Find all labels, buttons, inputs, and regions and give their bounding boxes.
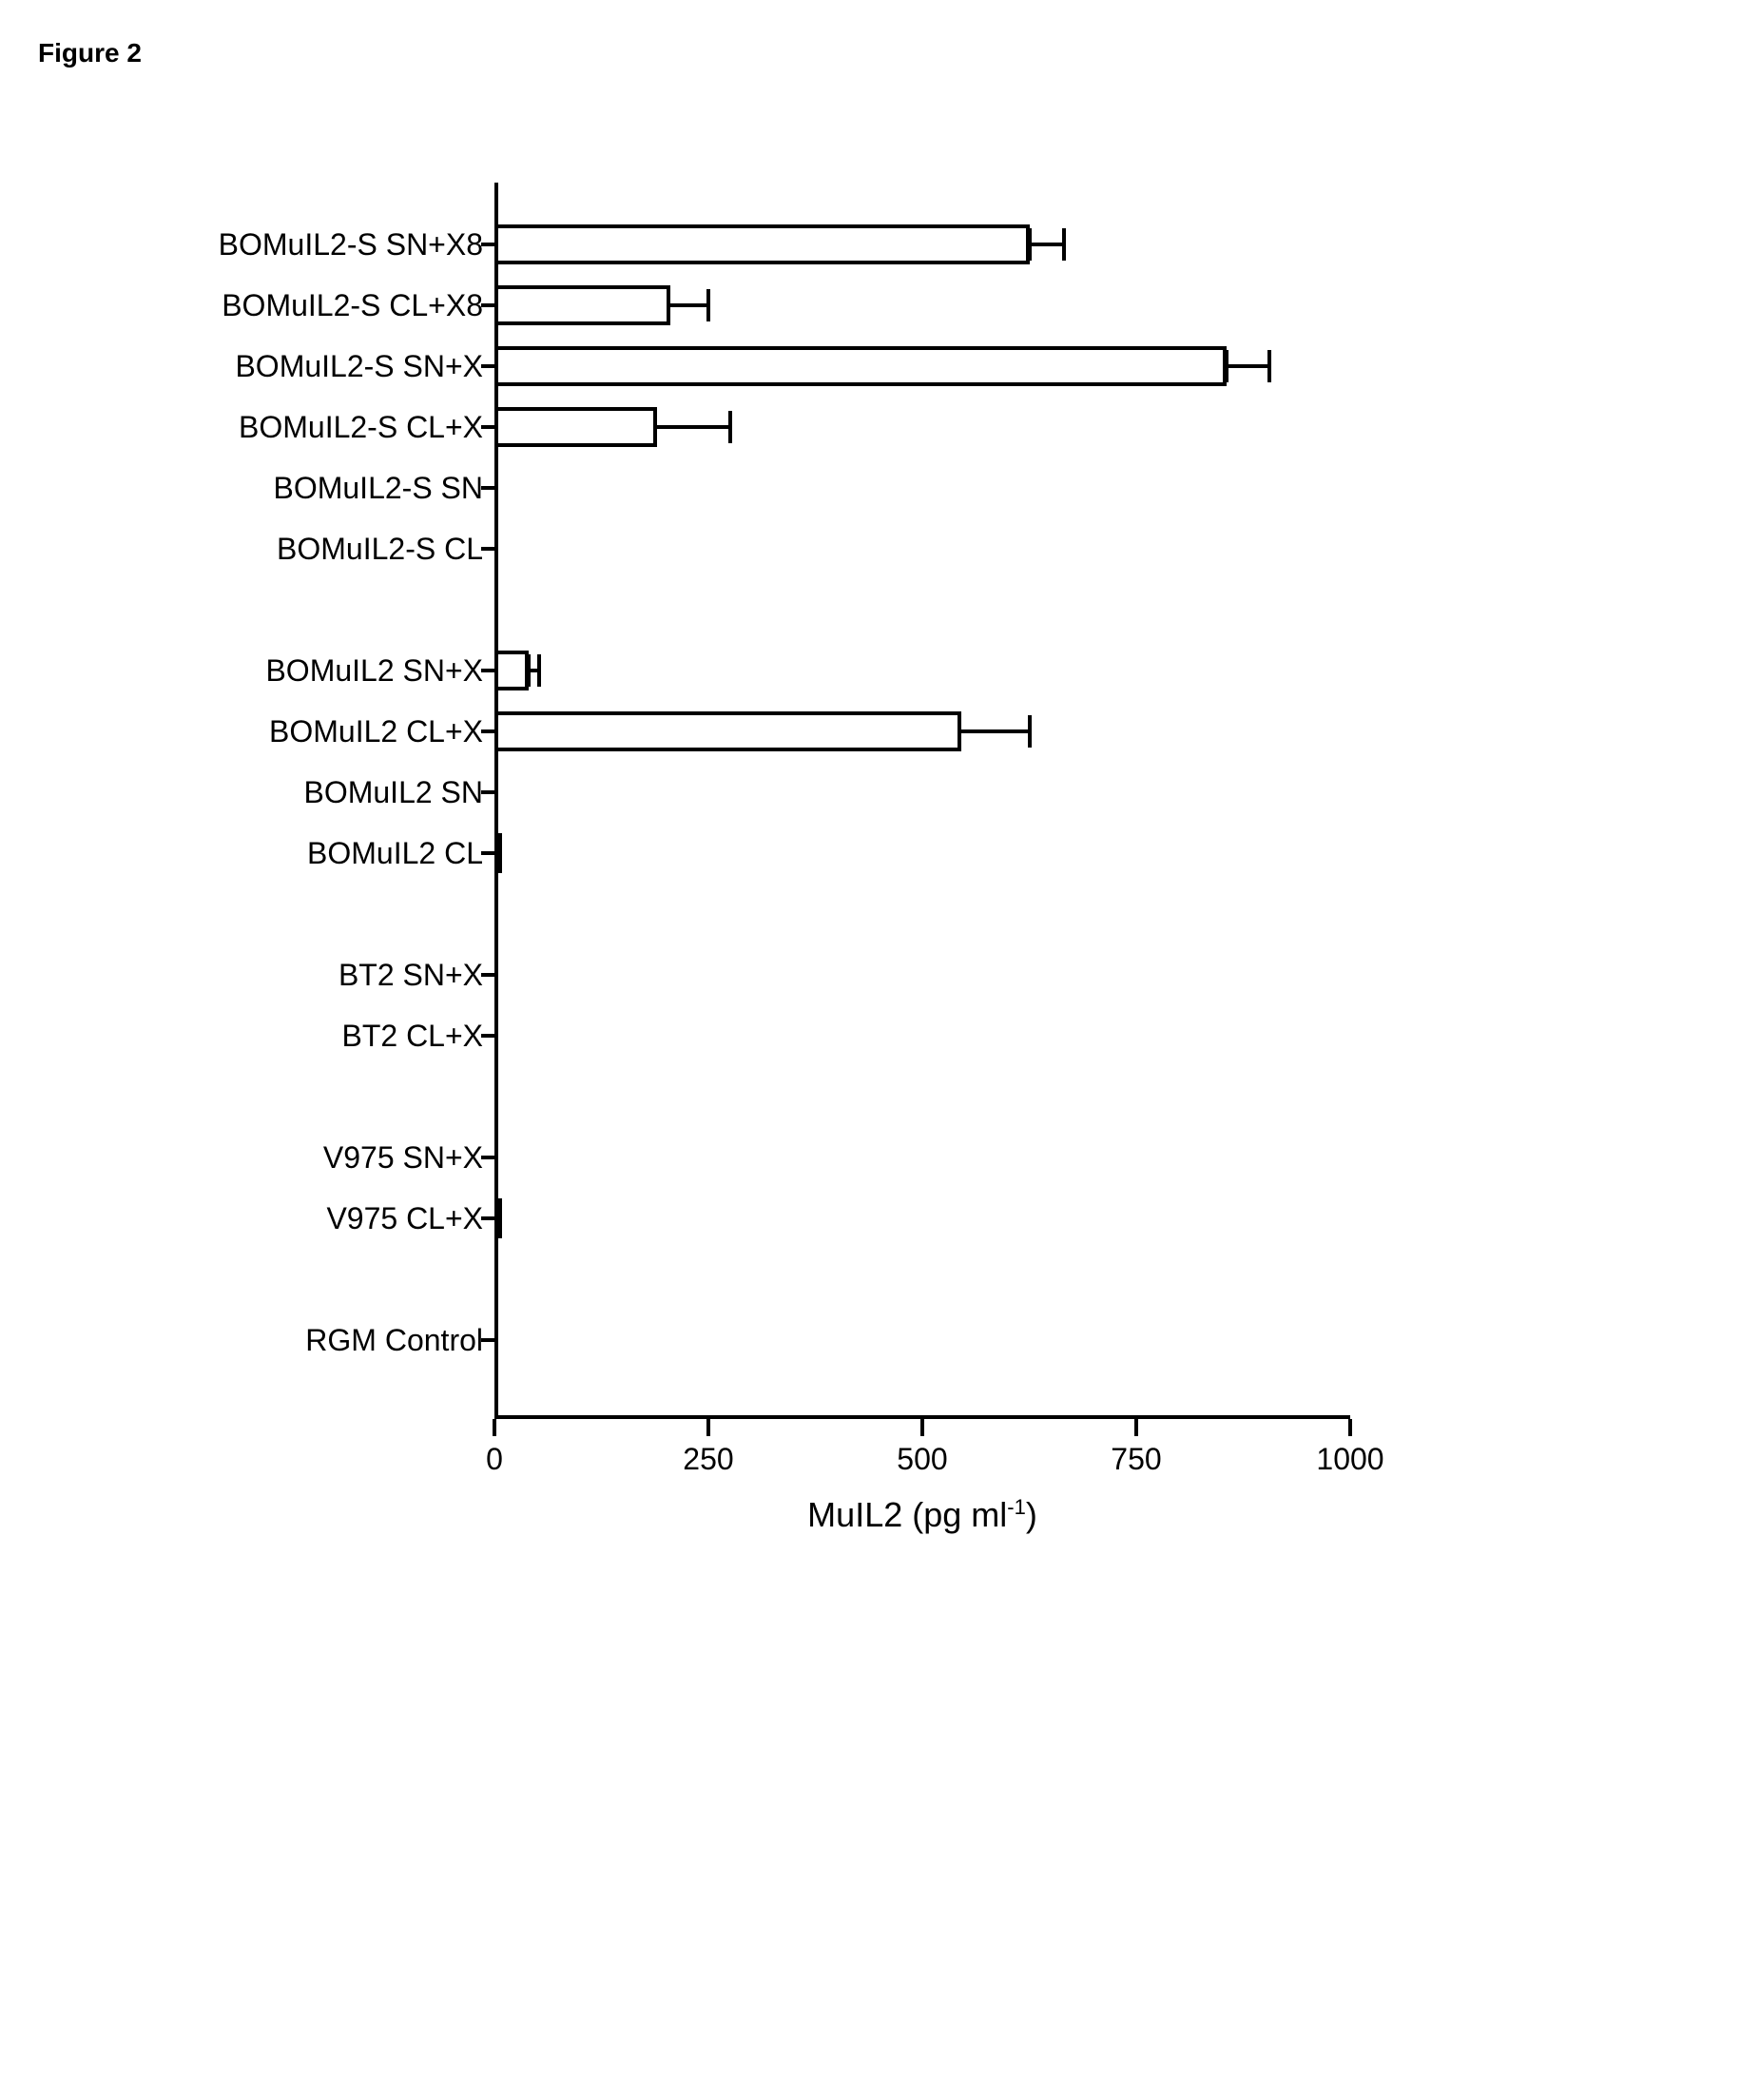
category-label: V975 SN+X bbox=[323, 1134, 483, 1181]
category-tick bbox=[481, 1338, 494, 1342]
category-tick bbox=[481, 547, 494, 551]
category-label: BOMuIL2 SN+X bbox=[265, 647, 483, 694]
bar bbox=[494, 407, 657, 447]
x-tick-label: 500 bbox=[897, 1442, 947, 1477]
error-bar bbox=[657, 425, 730, 429]
category-tick bbox=[481, 790, 494, 794]
error-bar bbox=[961, 729, 1030, 733]
category-tick bbox=[481, 973, 494, 977]
category-tick bbox=[481, 669, 494, 672]
x-tick bbox=[920, 1419, 924, 1436]
plot-area: BOMuIL2-S SN+X8BOMuIL2-S CL+X8BOMuIL2-S … bbox=[494, 183, 1350, 1419]
error-cap bbox=[527, 654, 531, 687]
x-tick bbox=[1348, 1419, 1352, 1436]
category-tick bbox=[481, 851, 494, 855]
bar bbox=[494, 224, 1030, 264]
category-tick bbox=[481, 1216, 494, 1220]
error-cap bbox=[1267, 350, 1271, 382]
bar bbox=[494, 711, 961, 751]
category-tick bbox=[481, 1034, 494, 1038]
x-tick bbox=[493, 1419, 496, 1436]
error-cap bbox=[1062, 228, 1066, 261]
bar bbox=[494, 1198, 502, 1238]
category-tick bbox=[481, 243, 494, 246]
bar bbox=[494, 285, 670, 325]
bar bbox=[494, 346, 1227, 386]
chart: BOMuIL2-S SN+X8 BOMuIL2-S CL+X8 BOMuIL2-S … bbox=[133, 183, 1464, 1704]
category-label: BOMuIL2-S CL bbox=[277, 525, 483, 573]
error-cap bbox=[1028, 228, 1032, 261]
category-tick bbox=[481, 364, 494, 368]
error-cap bbox=[1028, 715, 1032, 748]
category-label: BT2 CL+X bbox=[341, 1012, 483, 1060]
error-bar bbox=[1030, 243, 1064, 246]
bar bbox=[494, 651, 529, 690]
x-axis-title: MuIL2 (pg ml-1) bbox=[807, 1495, 1037, 1535]
category-tick bbox=[481, 729, 494, 733]
category-tick bbox=[481, 486, 494, 490]
category-tick bbox=[481, 425, 494, 429]
bar bbox=[494, 833, 502, 873]
category-tick bbox=[481, 1156, 494, 1159]
category-label: BOMuIL2-S CL+X bbox=[239, 403, 483, 451]
category-label: BOMuIL2 SN bbox=[303, 768, 483, 816]
x-tick-label: 1000 bbox=[1316, 1442, 1383, 1477]
category-label: BOMuIL2-S SN+X8 bbox=[219, 221, 483, 268]
error-cap bbox=[1225, 350, 1228, 382]
error-cap bbox=[537, 654, 541, 687]
category-label: BOMuIL2-S SN+X bbox=[235, 342, 483, 390]
error-cap bbox=[728, 411, 732, 443]
x-tick-label: 750 bbox=[1111, 1442, 1161, 1477]
category-tick bbox=[481, 303, 494, 307]
category-label: BOMuIL2-S SN bbox=[273, 464, 483, 512]
figure-title: Figure 2 bbox=[38, 38, 1703, 68]
x-tick-label: 0 bbox=[486, 1442, 503, 1477]
x-tick-label: 250 bbox=[683, 1442, 733, 1477]
category-label: RGM Control bbox=[305, 1316, 483, 1364]
x-tick bbox=[1134, 1419, 1138, 1436]
error-cap bbox=[706, 289, 710, 321]
category-label: BOMuIL2 CL+X bbox=[269, 708, 483, 755]
category-label: BT2 SN+X bbox=[339, 951, 483, 999]
category-label: V975 CL+X bbox=[326, 1195, 483, 1242]
error-bar bbox=[1227, 364, 1269, 368]
category-label: BOMuIL2 CL bbox=[307, 829, 483, 877]
error-bar bbox=[670, 303, 709, 307]
category-label: BOMuIL2-S CL+X8 bbox=[222, 282, 483, 329]
x-tick bbox=[706, 1419, 710, 1436]
